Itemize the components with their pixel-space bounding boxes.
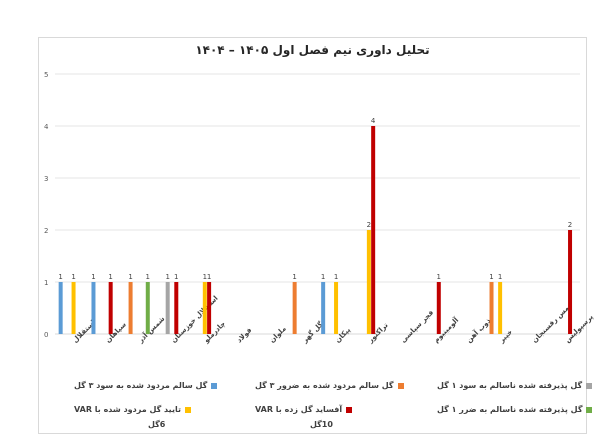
bar-value-label: 2: [367, 221, 371, 229]
bar: [207, 282, 212, 334]
bar-value-label: 1: [203, 273, 207, 281]
total-label-middle: 10گل: [310, 420, 333, 429]
legend-swatch-icon: [397, 382, 404, 389]
legend-label: گل پذیرفته شده ناسالم به سود ۱ گل: [437, 381, 583, 390]
bar-value-label: 1: [174, 273, 178, 281]
bar: [174, 282, 179, 334]
y-tick-label: 5: [44, 71, 48, 79]
legend-item-yellow: تایید گل مردود شده با VAR: [74, 405, 191, 414]
legend-swatch-icon: [586, 406, 593, 413]
legend-label: گل سالم مردود شده به سود ۳ گل: [74, 381, 208, 390]
bar: [165, 282, 170, 334]
x-category-label: ذوب آهن: [464, 316, 493, 345]
x-category-label: ملوان: [268, 325, 288, 345]
bar: [371, 126, 376, 334]
bar: [202, 282, 207, 334]
y-tick-label: 3: [44, 175, 48, 183]
legend-item-gray: گل پذیرفته شده ناسالم به سود ۱ گل: [437, 381, 593, 390]
legend-item-red: آفساید گل زده با VAR: [255, 405, 353, 414]
legend-item-orange: گل سالم مردود شده به ضرور ۳ گل: [255, 381, 404, 390]
bar: [145, 282, 150, 334]
y-tick-label: 4: [44, 123, 49, 131]
y-tick-label: 2: [44, 227, 48, 235]
legend-item-green: گل پذیرفته شده ناسالم به ضرر ۱ گل: [437, 405, 593, 414]
bar: [321, 282, 326, 334]
bar: [108, 282, 113, 334]
legend-label: آفساید گل زده با VAR: [255, 405, 343, 414]
y-tick-label: 0: [44, 331, 48, 339]
x-category-label: سپاهان: [104, 320, 128, 344]
legend-label: تایید گل مردود شده با VAR: [74, 405, 181, 414]
bar-value-label: 1: [165, 273, 169, 281]
bar-value-label: 1: [207, 273, 211, 281]
legend-swatch-icon: [184, 406, 191, 413]
x-category-label: آلومینیوم: [431, 315, 460, 344]
bar-value-label: 1: [146, 273, 150, 281]
total-label-left: 6گل: [148, 420, 166, 429]
bar-value-label: 1: [91, 273, 95, 281]
bar-value-label: 1: [128, 273, 132, 281]
x-category-label: فجر سپاسی: [399, 308, 435, 344]
bar-value-label: 1: [321, 273, 325, 281]
bar-value-label: 4: [371, 117, 376, 125]
bar: [498, 282, 503, 334]
bar-value-label: 1: [58, 273, 62, 281]
chart-frame: [38, 37, 587, 434]
y-tick-label: 1: [44, 279, 48, 287]
bar: [292, 282, 297, 334]
bar: [91, 282, 96, 334]
bar: [334, 282, 339, 334]
x-category-label: فولاد: [235, 326, 254, 345]
bar: [568, 230, 573, 334]
bar-value-label: 1: [437, 273, 441, 281]
bar-value-label: 2: [568, 221, 572, 229]
bar: [436, 282, 441, 334]
legend-label: گل سالم مردود شده به ضرور ۳ گل: [255, 381, 394, 390]
legend-item-blue: گل سالم مردود شده به سود ۳ گل: [74, 381, 218, 390]
x-category-label: شمس آذر: [135, 314, 166, 345]
bar: [366, 230, 371, 334]
bar: [71, 282, 76, 334]
legend-label: گل پذیرفته شده ناسالم به ضرر ۱ گل: [437, 405, 583, 414]
bar-value-label: 1: [292, 273, 296, 281]
bar-value-label: 1: [498, 273, 502, 281]
bar-value-label: 1: [334, 273, 338, 281]
bar: [128, 282, 133, 334]
legend-swatch-icon: [211, 382, 218, 389]
bar-value-label: 1: [108, 273, 112, 281]
chart-title: تحلیل داوری نیم فصل اول ۱۴۰۵ – ۱۴۰۴: [195, 43, 430, 57]
bar: [489, 282, 494, 334]
legend-swatch-icon: [586, 382, 593, 389]
bar-value-label: 1: [71, 273, 75, 281]
bar: [58, 282, 63, 334]
legend-swatch-icon: [346, 406, 353, 413]
bar-value-label: 1: [489, 273, 493, 281]
